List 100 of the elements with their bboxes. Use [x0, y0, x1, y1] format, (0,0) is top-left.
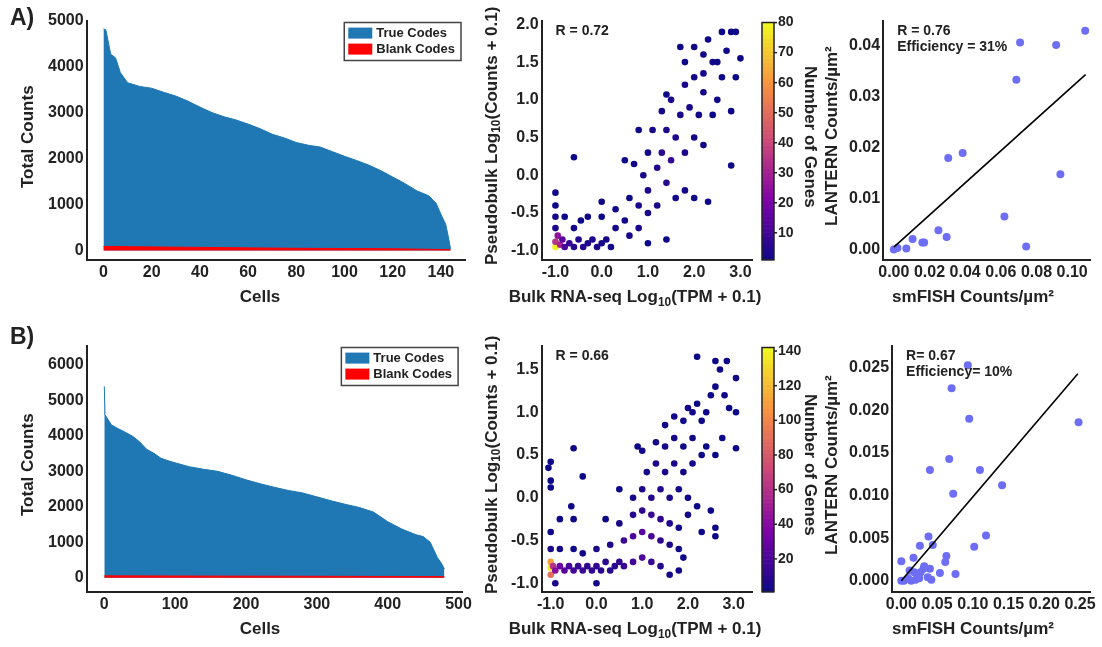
y-tick-label: 5000	[48, 11, 84, 29]
x-tick-label: 0	[99, 594, 109, 612]
color-bar-title: Number of Genes	[800, 393, 820, 538]
y-tick-label: 1.0	[516, 90, 539, 108]
y-tick-label: 1.5	[516, 359, 539, 377]
x-tick-label: 120	[379, 262, 407, 280]
y-tick-label: 0.03	[849, 87, 881, 105]
color-bar-label: 120	[778, 376, 802, 393]
color-bar-label: 30	[778, 163, 794, 180]
x-tick-label: 0.05	[921, 594, 953, 612]
annotation: R = 0.66	[555, 347, 610, 364]
x-tick-label: 1.0	[636, 262, 660, 280]
y-tick-label: -0.5	[510, 530, 539, 548]
y-tick-label: 0.00	[849, 240, 881, 258]
x-tick-label: 0.06	[985, 262, 1017, 280]
annotation: R= 0.67	[906, 347, 956, 364]
color-bar-title: Number of Genes	[800, 64, 820, 210]
color-bar-label: 20	[778, 193, 794, 210]
x-axis-title: smFISH Counts/µm²	[891, 619, 1055, 639]
legend-label: Blank Codes	[373, 366, 453, 382]
y-tick-label: 0.020	[848, 400, 890, 418]
color-bar-label: 60	[778, 73, 794, 90]
y-tick-label: 1.5	[516, 52, 539, 70]
x-tick-label: 1.0	[631, 594, 654, 612]
y-tick-label: 4000	[48, 57, 84, 75]
x-tick-label: 80	[287, 262, 306, 280]
annotation: Efficiency= 10%	[906, 363, 1013, 380]
y-tick-label: 0.5	[516, 127, 539, 145]
x-tick-label: 100	[331, 262, 358, 280]
x-tick-label: 60	[239, 262, 258, 280]
y-tick-label: 0.005	[848, 528, 890, 546]
y-tick-label: 4000	[48, 426, 84, 444]
chart-title: A)	[10, 4, 35, 31]
y-tick-label: 6000	[48, 355, 84, 373]
x-tick-label: 0.25	[1064, 594, 1096, 612]
color-bar-label: 140	[778, 341, 802, 358]
y-tick-label: 0.04	[849, 36, 881, 54]
y-tick-label: 2000	[48, 149, 84, 167]
x-tick-label: 3.0	[722, 594, 745, 612]
color-bar-label: 50	[778, 103, 794, 120]
x-tick-label: 0.20	[1028, 594, 1060, 612]
y-tick-label: -1.0	[510, 241, 539, 259]
color-bar-label: 20	[778, 549, 794, 566]
x-tick-label: 100	[161, 594, 189, 612]
x-axis-title: smFISH Counts/µm²	[891, 287, 1055, 307]
x-tick-label: -1.0	[541, 262, 570, 280]
y-tick-label: 2000	[48, 497, 84, 515]
y-tick-label: 2.0	[516, 14, 539, 32]
color-bar-label: 10	[778, 223, 794, 240]
x-tick-label: 0	[99, 262, 109, 280]
y-tick-label: 0.010	[848, 485, 890, 503]
y-axis-title: LANTERN Counts/µm²	[822, 45, 842, 229]
y-tick-label: 0.01	[849, 189, 881, 207]
x-tick-label: 0.00	[885, 594, 917, 612]
color-bar-label: 70	[778, 43, 794, 60]
y-tick-label: 0.5	[516, 445, 539, 463]
x-tick-label: 0.04	[949, 262, 981, 280]
color-bar-label: 40	[778, 133, 794, 150]
color-bar-label: 60	[778, 480, 794, 497]
x-tick-label: 200	[232, 594, 260, 612]
y-tick-label: 1.0	[516, 402, 539, 420]
x-tick-label: 300	[303, 594, 331, 612]
x-tick-label: 500	[445, 594, 472, 612]
x-tick-label: 2.0	[683, 262, 706, 280]
y-tick-label: -0.5	[510, 203, 539, 221]
x-axis-title: Bulk RNA-seq Log$_{10}$(TPM + 0.1)	[508, 619, 762, 642]
x-tick-label: 40	[190, 262, 209, 280]
x-tick-label: 400	[374, 594, 402, 612]
y-tick-label: 1000	[48, 532, 84, 550]
color-bar-label: 80	[778, 13, 794, 30]
y-tick-label: 0.025	[848, 358, 890, 376]
x-tick-label: 20	[142, 262, 161, 280]
y-tick-label: 0.0	[516, 165, 539, 183]
y-axis-title: Total Counts	[18, 413, 37, 517]
y-tick-label: 0.000	[848, 571, 890, 589]
x-tick-label: 2.0	[676, 594, 700, 612]
y-tick-label: 0	[74, 568, 84, 586]
color-bar-label: 80	[778, 445, 794, 462]
annotation: Efficiency = 31%	[897, 38, 1008, 55]
legend-label: Blank Codes	[376, 41, 456, 57]
y-tick-label: 0.015	[848, 443, 890, 461]
y-tick-label: 5000	[48, 390, 84, 408]
x-tick-label: 140	[427, 262, 455, 280]
x-tick-label: 0.10	[957, 594, 989, 612]
x-tick-label: 3.0	[729, 262, 752, 280]
y-tick-label: 0	[74, 241, 84, 259]
x-axis-title: Cells	[238, 287, 282, 307]
x-tick-label: -1.0	[536, 594, 565, 612]
x-tick-label: 0.00	[878, 262, 910, 280]
y-tick-label: 0.0	[516, 488, 539, 506]
y-tick-label: 1000	[48, 195, 84, 213]
legend-label: True Codes	[373, 350, 445, 366]
x-tick-label: 0.08	[1020, 262, 1053, 280]
x-tick-label: 0.0	[585, 594, 608, 612]
annotation: R = 0.76	[897, 22, 951, 39]
x-axis-title: Cells	[238, 619, 282, 639]
color-bar-label: 40	[778, 515, 794, 532]
annotation: R = 0.72	[555, 22, 610, 39]
y-tick-label: -1.0	[510, 573, 539, 591]
chart-title: B)	[10, 323, 35, 350]
